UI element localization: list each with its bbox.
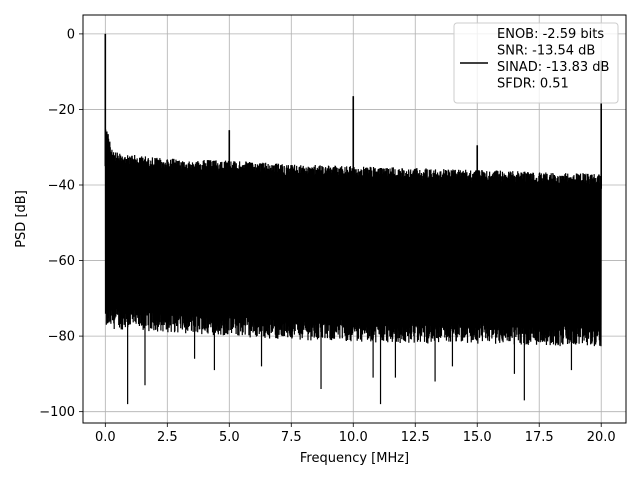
legend-entry: ENOB: -2.59 bits (497, 27, 604, 42)
legend-entry: SINAD: -13.83 dB (497, 60, 609, 75)
x-tick-label: 10.0 (339, 430, 368, 445)
x-tick-label: 17.5 (525, 430, 554, 445)
legend-entry: SNR: -13.54 dB (497, 44, 595, 59)
x-axis: 0.0 2.5 5.0 7.5 10.0 12.5 15.0 17.5 20.0 (95, 423, 616, 445)
x-tick-label: 15.0 (463, 430, 492, 445)
x-tick-label: 5.0 (219, 430, 240, 445)
y-tick-label: 0 (67, 27, 75, 42)
x-tick-label: 0.0 (95, 430, 116, 445)
y-tick-label: −40 (48, 179, 75, 194)
y-tick-label: −20 (48, 103, 75, 118)
y-tick-label: −60 (48, 254, 75, 269)
y-axis: 0 −20 −40 −60 −80 −100 (39, 27, 83, 420)
y-tick-label: −100 (39, 405, 75, 420)
plot-frame (82, 14, 627, 424)
x-tick-label: 12.5 (401, 430, 430, 445)
y-tick-label: −80 (48, 330, 75, 345)
x-tick-label: 20.0 (587, 430, 616, 445)
x-axis-label: Frequency [MHz] (300, 451, 409, 466)
x-tick-label: 2.5 (157, 430, 178, 445)
legend-entry: SFDR: 0.51 (497, 77, 569, 92)
legend-box (453, 22, 619, 104)
x-tick-label: 7.5 (281, 430, 302, 445)
y-axis-label: PSD [dB] (14, 190, 29, 248)
